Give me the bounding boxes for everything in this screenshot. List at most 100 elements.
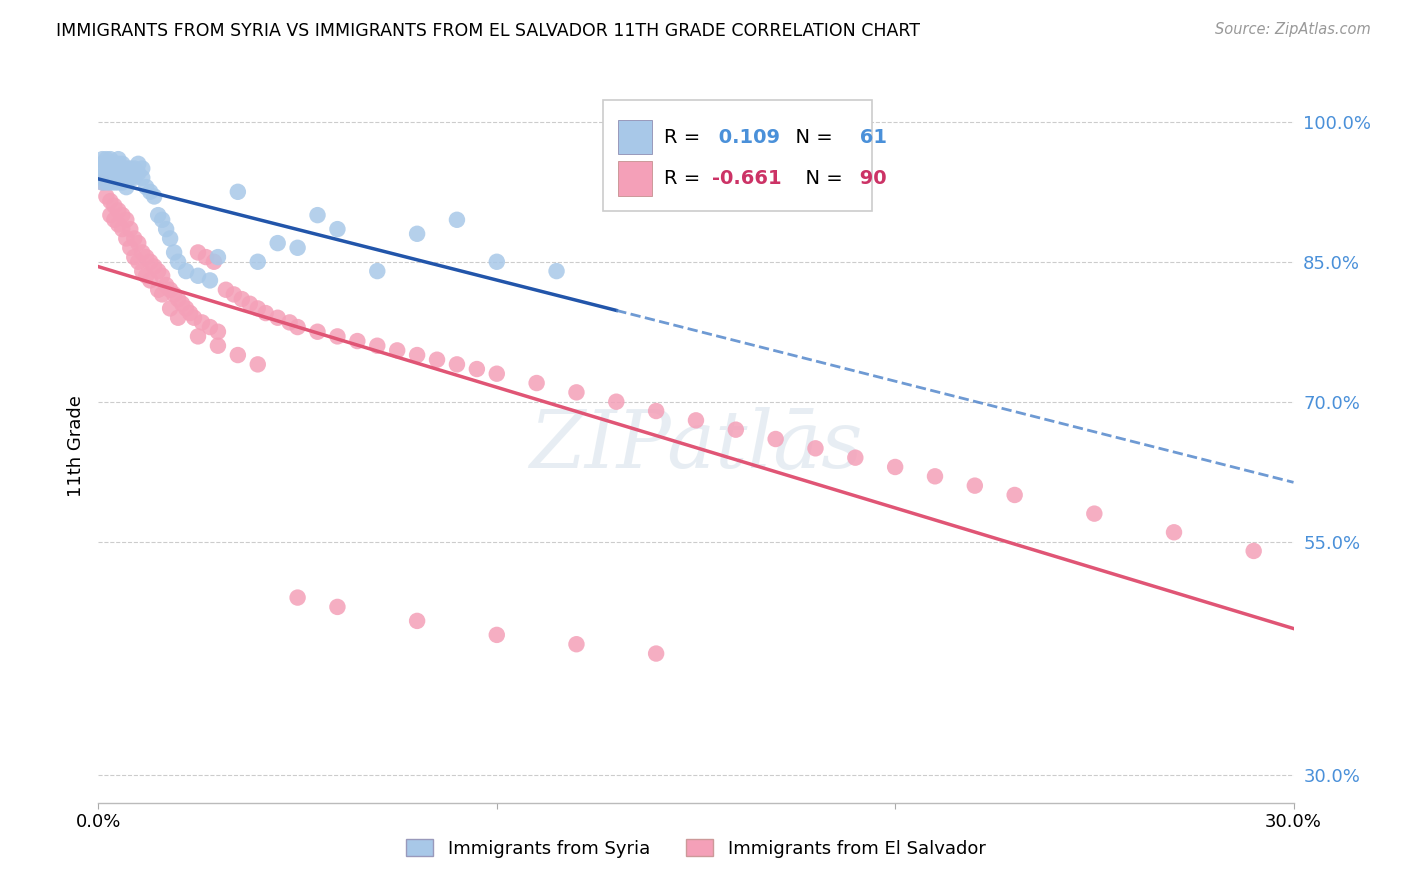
Point bbox=[127, 254, 149, 268]
Point bbox=[148, 264, 170, 278]
Point bbox=[191, 315, 214, 329]
Point bbox=[159, 231, 181, 245]
Point bbox=[167, 292, 190, 306]
Point bbox=[98, 152, 122, 166]
Point bbox=[135, 180, 157, 194]
Point bbox=[446, 212, 468, 227]
Point bbox=[150, 287, 173, 301]
Point bbox=[111, 166, 134, 180]
Point bbox=[267, 236, 290, 251]
Point bbox=[222, 287, 245, 301]
Point bbox=[226, 185, 249, 199]
Text: -0.661: -0.661 bbox=[711, 169, 782, 188]
Point bbox=[103, 157, 125, 171]
Point bbox=[120, 222, 142, 236]
Point bbox=[115, 170, 138, 185]
Point bbox=[565, 385, 588, 400]
Point bbox=[131, 170, 153, 185]
Text: Source: ZipAtlas.com: Source: ZipAtlas.com bbox=[1215, 22, 1371, 37]
Point bbox=[187, 329, 209, 343]
Text: 61: 61 bbox=[852, 128, 887, 146]
Point bbox=[1004, 488, 1026, 502]
Point bbox=[765, 432, 787, 446]
Point bbox=[143, 260, 166, 274]
Point bbox=[150, 268, 173, 283]
Point bbox=[645, 404, 668, 418]
Point bbox=[174, 264, 197, 278]
Point bbox=[96, 170, 118, 185]
Point bbox=[172, 297, 194, 311]
Text: N =: N = bbox=[783, 128, 839, 146]
Point bbox=[103, 170, 125, 185]
Point bbox=[239, 297, 262, 311]
Point bbox=[111, 222, 134, 236]
Point bbox=[844, 450, 866, 465]
Point bbox=[465, 362, 488, 376]
Point bbox=[98, 176, 122, 190]
Point bbox=[366, 339, 388, 353]
Text: R =: R = bbox=[664, 169, 706, 188]
Point bbox=[103, 212, 125, 227]
Point bbox=[183, 310, 205, 325]
Point bbox=[485, 628, 508, 642]
Point bbox=[107, 176, 129, 190]
Point bbox=[155, 222, 177, 236]
Point bbox=[366, 264, 388, 278]
Point bbox=[207, 250, 229, 264]
Point bbox=[111, 208, 134, 222]
Point bbox=[115, 180, 138, 194]
Point bbox=[98, 166, 122, 180]
Point bbox=[120, 170, 142, 185]
Point bbox=[98, 208, 122, 222]
Point bbox=[127, 236, 149, 251]
Text: N =: N = bbox=[793, 169, 849, 188]
Point bbox=[120, 241, 142, 255]
Point bbox=[326, 599, 349, 614]
Text: 0.109: 0.109 bbox=[711, 128, 779, 146]
Point bbox=[198, 320, 221, 334]
Point bbox=[143, 189, 166, 203]
Text: R =: R = bbox=[664, 128, 706, 146]
Point bbox=[406, 614, 429, 628]
Point bbox=[115, 161, 138, 176]
Point bbox=[307, 325, 329, 339]
Point bbox=[107, 152, 129, 166]
Point bbox=[91, 176, 114, 190]
Point bbox=[98, 170, 122, 185]
Point bbox=[226, 348, 249, 362]
Point bbox=[1083, 507, 1105, 521]
Point bbox=[91, 170, 114, 185]
Point bbox=[91, 157, 114, 171]
Point bbox=[406, 348, 429, 362]
Point bbox=[96, 189, 118, 203]
Point bbox=[485, 367, 508, 381]
Point bbox=[91, 166, 114, 180]
Legend: Immigrants from Syria, Immigrants from El Salvador: Immigrants from Syria, Immigrants from E… bbox=[399, 832, 993, 865]
Point bbox=[685, 413, 707, 427]
Point bbox=[198, 273, 221, 287]
Point bbox=[159, 283, 181, 297]
Point bbox=[139, 185, 162, 199]
Point bbox=[207, 339, 229, 353]
Point bbox=[326, 222, 349, 236]
Point bbox=[124, 161, 146, 176]
FancyBboxPatch shape bbox=[603, 100, 872, 211]
Point bbox=[287, 320, 309, 334]
Point bbox=[307, 208, 329, 222]
Point bbox=[124, 170, 146, 185]
Point bbox=[187, 245, 209, 260]
Point bbox=[139, 273, 162, 287]
Bar bbox=[619, 120, 652, 154]
Point bbox=[139, 254, 162, 268]
Point bbox=[131, 245, 153, 260]
Point bbox=[174, 301, 197, 316]
Point bbox=[107, 157, 129, 171]
Point bbox=[179, 306, 201, 320]
Point bbox=[246, 357, 269, 371]
Point bbox=[96, 157, 118, 171]
Point bbox=[287, 241, 309, 255]
Point bbox=[148, 208, 170, 222]
Point bbox=[385, 343, 409, 358]
Y-axis label: 11th Grade: 11th Grade bbox=[66, 395, 84, 497]
Bar bbox=[619, 161, 652, 195]
